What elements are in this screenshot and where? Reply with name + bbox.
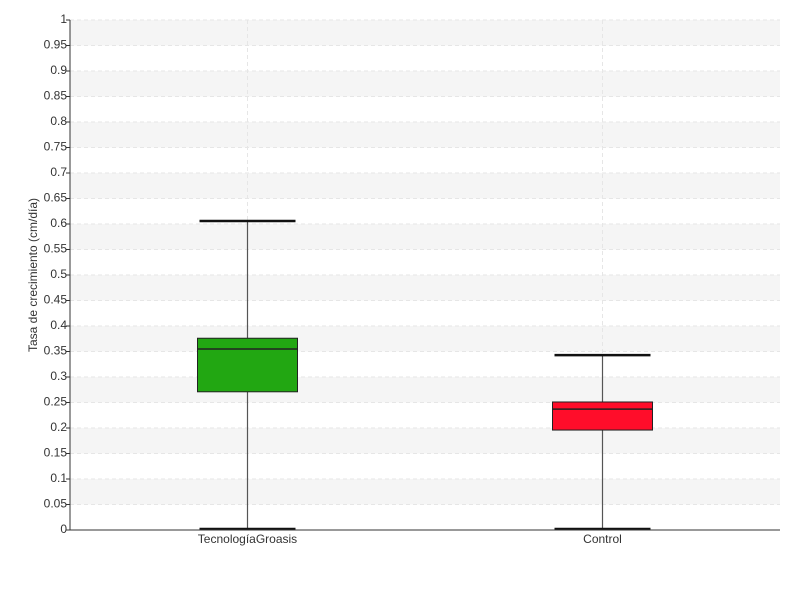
y-tick-label: 0.65 <box>44 191 68 205</box>
y-tick-label: 1 <box>60 12 67 26</box>
y-tick-label: 0.5 <box>50 267 67 281</box>
x-tick-label: Control <box>583 532 622 546</box>
y-tick-label: 0.15 <box>44 446 68 460</box>
y-tick-label: 0 <box>60 522 67 536</box>
grid-band <box>70 326 780 352</box>
grid-band <box>70 173 780 199</box>
grid-band <box>70 122 780 148</box>
y-tick-label: 0.1 <box>50 471 67 485</box>
x-tick-label: TecnologíaGroasis <box>198 532 297 546</box>
y-tick-label: 0.45 <box>44 293 68 307</box>
y-tick-label: 0.4 <box>50 318 67 332</box>
y-axis-label: Tasa de crecimiento (cm/día) <box>26 198 40 352</box>
box <box>552 401 653 431</box>
y-tick-label: 0.8 <box>50 114 67 128</box>
grid-band <box>70 275 780 301</box>
grid-band <box>70 428 780 454</box>
y-tick-label: 0.6 <box>50 216 67 230</box>
y-tick-label: 0.2 <box>50 420 67 434</box>
y-tick-label: 0.25 <box>44 395 68 409</box>
grid-band <box>70 479 780 505</box>
y-tick-label: 0.35 <box>44 344 68 358</box>
y-tick-label: 0.7 <box>50 165 67 179</box>
grid-band <box>70 71 780 97</box>
y-tick-label: 0.3 <box>50 369 67 383</box>
grid-band <box>70 377 780 403</box>
y-tick-label: 0.75 <box>44 140 68 154</box>
y-tick-label: 0.05 <box>44 497 68 511</box>
box <box>197 337 298 393</box>
y-tick-label: 0.55 <box>44 242 68 256</box>
y-tick-label: 0.95 <box>44 38 68 52</box>
grid-band <box>70 224 780 250</box>
y-tick-label: 0.9 <box>50 63 67 77</box>
grid-band <box>70 20 780 46</box>
y-tick-label: 0.85 <box>44 89 68 103</box>
